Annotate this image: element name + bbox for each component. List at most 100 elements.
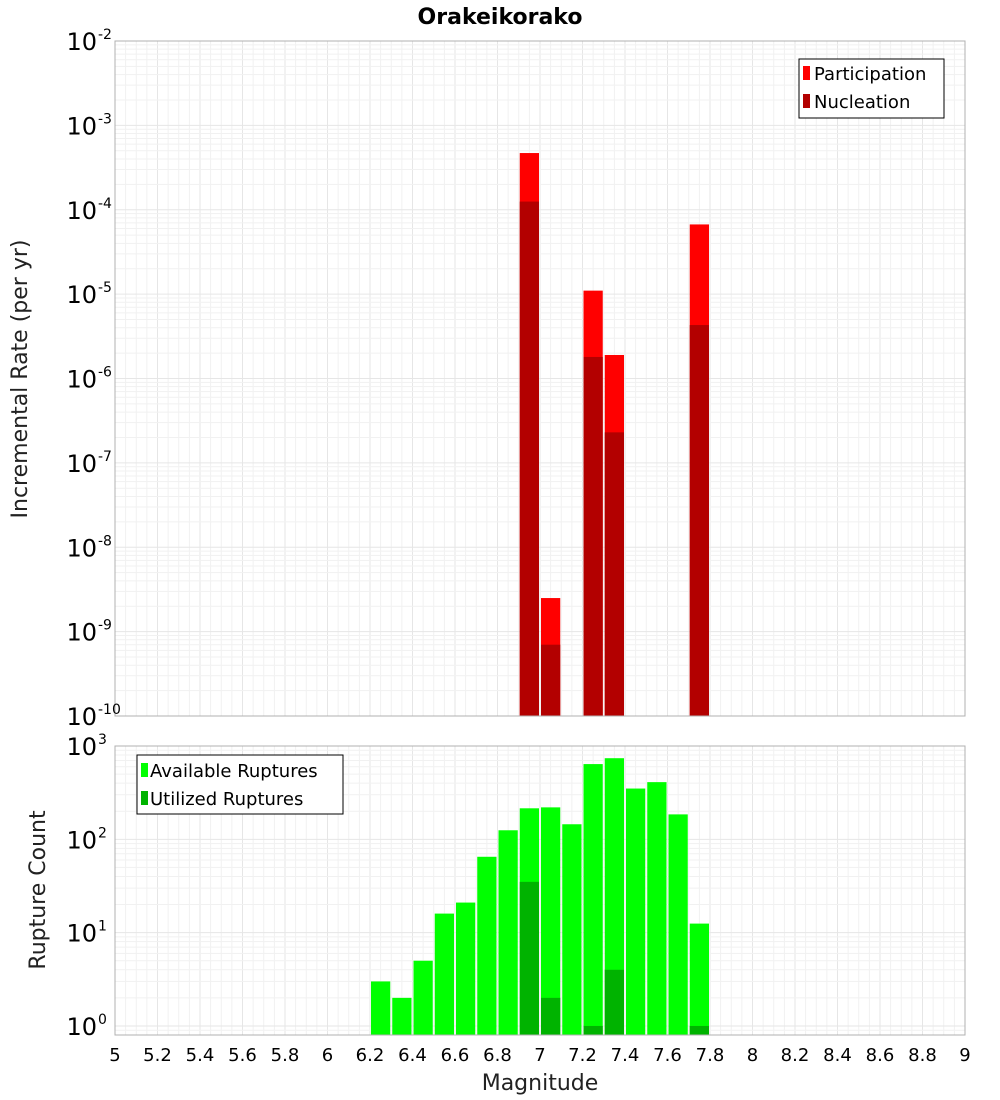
y-tick-label: 10 3: [66, 732, 106, 761]
x-tick-label: 6.2: [356, 1045, 385, 1066]
bar-available-ruptures: [413, 960, 433, 1035]
y-tick-exponent: 0: [98, 1012, 107, 1028]
bar-utilized-ruptures: [689, 1025, 709, 1035]
chart-title: Orakeikorako: [418, 5, 583, 30]
bar-nucleation: [583, 356, 603, 716]
bar-available-ruptures: [626, 788, 646, 1035]
bar-available-ruptures: [541, 807, 561, 1035]
y-tick-label: 10 -4: [66, 196, 112, 225]
y-tick-exponent: -10: [98, 702, 121, 718]
bar-nucleation: [541, 644, 561, 716]
x-tick-label: 8.4: [823, 1045, 852, 1066]
y-tick-label: 10 -9: [66, 618, 112, 647]
top-legend: Participation Nucleation: [798, 58, 945, 119]
x-tick-label: 5.8: [271, 1045, 300, 1066]
bar-available-ruptures: [604, 758, 624, 1035]
bar-available-ruptures: [477, 856, 497, 1035]
x-tick-label: 7: [534, 1045, 545, 1066]
bar-available-ruptures: [434, 913, 454, 1035]
x-tick-label: 6: [322, 1045, 333, 1066]
x-tick-label: 5.4: [186, 1045, 215, 1066]
x-tick-label: 5.6: [228, 1045, 257, 1066]
bar-nucleation: [689, 325, 709, 716]
y-tick-exponent: -2: [98, 27, 112, 43]
y-tick-exponent: 3: [98, 732, 107, 748]
y-tick-exponent: -4: [98, 196, 112, 212]
bar-available-ruptures: [456, 902, 476, 1035]
y-tick-label: 10 0: [66, 1012, 106, 1041]
bar-utilized-ruptures: [583, 1025, 603, 1035]
top-panel-bars: [519, 153, 709, 717]
bar-utilized-ruptures: [541, 997, 561, 1035]
bar-utilized-ruptures: [519, 881, 539, 1035]
legend-label-participation: Participation: [814, 64, 926, 85]
y-tick-base: 10: [66, 1013, 97, 1041]
bar-nucleation: [519, 201, 539, 716]
x-axis-label: Magnitude: [482, 1071, 599, 1096]
y-tick-base: 10: [66, 703, 97, 731]
bar-available-ruptures: [668, 814, 688, 1035]
x-tick-label: 7.4: [611, 1045, 640, 1066]
x-tick-label: 6.4: [398, 1045, 427, 1066]
y-tick-label: 10 -8: [66, 533, 112, 562]
x-tick-label: 7.2: [568, 1045, 597, 1066]
bottom-legend: Available Ruptures Utilized Ruptures: [136, 754, 344, 815]
y-tick-exponent: 2: [98, 825, 107, 841]
bar-utilized-ruptures: [604, 969, 624, 1035]
y-tick-label: 10 -5: [66, 280, 112, 309]
y-tick-label: 10 -3: [66, 111, 112, 140]
y-tick-base: 10: [66, 619, 97, 647]
bar-available-ruptures: [647, 782, 667, 1035]
legend-swatch-available: [141, 763, 148, 777]
x-tick-label: 7.6: [653, 1045, 682, 1066]
y-tick-label: 10 -7: [66, 449, 112, 478]
x-tick-label: 8.2: [781, 1045, 810, 1066]
x-axis-ticks: 5 5.2 5.4 5.6 5.8 6 6.2 6.4 6.6 6.8 7 7.2 7.4 7.6 7.8 8…: [109, 1045, 970, 1066]
y-tick-base: 10: [66, 450, 97, 478]
y-tick-label: 10 2: [66, 825, 106, 854]
x-tick-label: 8.6: [866, 1045, 895, 1066]
x-tick-label: 9: [959, 1045, 970, 1066]
top-panel-frame: [114, 40, 966, 717]
legend-swatch-utilized: [141, 791, 148, 805]
y-tick-label: 10 -6: [66, 365, 112, 394]
bottom-y-axis-label: Rupture Count: [26, 810, 51, 970]
top-panel-y-ticks: 10-210-310-410-510-610-710-810-910-10: [66, 27, 120, 731]
bottom-panel-frame: [114, 745, 966, 1036]
y-tick-exponent: 1: [98, 919, 107, 935]
legend-swatch-participation: [803, 66, 810, 80]
y-tick-base: 10: [66, 197, 97, 225]
y-tick-base: 10: [66, 112, 97, 140]
x-tick-label: 6.6: [441, 1045, 470, 1066]
y-tick-base: 10: [66, 534, 97, 562]
bottom-legend-box: [136, 754, 344, 815]
top-y-axis-label: Incremental Rate (per yr): [8, 240, 33, 519]
y-tick-base: 10: [66, 28, 97, 56]
y-tick-label: 10 -10: [66, 702, 120, 731]
y-tick-exponent: -5: [98, 280, 112, 296]
x-tick-label: 8: [747, 1045, 758, 1066]
y-tick-exponent: -3: [98, 111, 112, 127]
legend-swatch-nucleation: [803, 94, 810, 108]
y-tick-exponent: -9: [98, 618, 112, 634]
bar-available-ruptures: [371, 981, 391, 1035]
x-tick-label: 7.8: [696, 1045, 725, 1066]
bottom-panel-bars: [371, 758, 709, 1035]
y-tick-exponent: -8: [98, 533, 112, 549]
top-legend-box: [798, 58, 945, 119]
y-tick-exponent: -7: [98, 449, 112, 465]
y-tick-base: 10: [66, 281, 97, 309]
x-tick-label: 5.2: [143, 1045, 172, 1066]
bar-available-ruptures: [583, 764, 603, 1035]
x-tick-label: 5: [109, 1045, 120, 1066]
bar-available-ruptures: [689, 923, 709, 1035]
y-tick-base: 10: [66, 920, 97, 948]
y-tick-exponent: -6: [98, 365, 112, 381]
bar-available-ruptures: [562, 824, 582, 1035]
bar-available-ruptures: [392, 997, 412, 1035]
y-tick-base: 10: [66, 366, 97, 394]
legend-label-utilized: Utilized Ruptures: [150, 789, 303, 810]
top-panel-grid: [114, 40, 966, 717]
